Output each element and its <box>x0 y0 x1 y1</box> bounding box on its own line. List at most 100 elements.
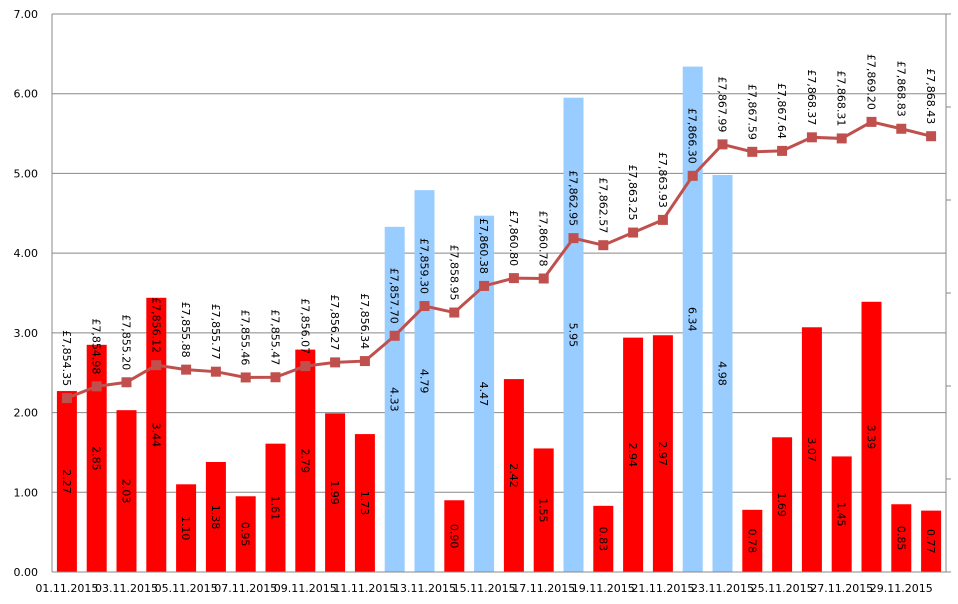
x-tick-label: 03.11.2015 <box>95 582 158 595</box>
line-marker <box>389 330 400 341</box>
line-marker <box>330 357 341 368</box>
line-label: £7,862.95 <box>567 170 580 226</box>
bar-label: 2.03 <box>120 479 133 504</box>
bar <box>354 434 375 572</box>
bar-label: 4.79 <box>418 369 431 394</box>
bar <box>86 344 107 572</box>
bar-label: 4.33 <box>388 387 401 412</box>
line-label: £7,854.98 <box>90 318 103 374</box>
bar-label: 0.83 <box>596 527 609 552</box>
line-label: £7,858.95 <box>447 245 460 301</box>
bar-label: 2.27 <box>60 469 73 494</box>
line-marker <box>449 307 460 318</box>
bar-label: 3.39 <box>865 425 878 450</box>
x-tick-label: 25.11.2015 <box>751 582 814 595</box>
y-tick-label: 5.00 <box>14 167 39 180</box>
x-tick-label: 09.11.2015 <box>274 582 337 595</box>
line-label: £7,856.12 <box>149 297 162 353</box>
line-label: £7,867.64 <box>775 83 788 139</box>
bar-label: 2.79 <box>298 449 311 474</box>
x-tick-label: 01.11.2015 <box>35 582 98 595</box>
x-tick-label: 17.11.2015 <box>512 582 575 595</box>
x-tick-label: 19.11.2015 <box>572 582 635 595</box>
bar-label: 2.85 <box>90 446 103 471</box>
x-tick-label: 23.11.2015 <box>691 582 754 595</box>
line-label: £7,857.70 <box>388 268 401 324</box>
bar-label: 6.34 <box>686 307 699 332</box>
bar <box>533 448 554 572</box>
bar-label: 2.97 <box>656 441 669 466</box>
line-marker <box>61 393 72 404</box>
line-marker <box>836 133 847 144</box>
bar <box>682 66 703 573</box>
bar <box>265 443 286 572</box>
bar <box>563 97 584 572</box>
bar-label: 0.77 <box>924 529 937 554</box>
line-label: £7,856.34 <box>358 293 371 349</box>
line-marker <box>210 366 221 377</box>
line-label: £7,868.43 <box>924 68 937 124</box>
line-label: £7,855.47 <box>269 309 282 365</box>
bar-label: 4.98 <box>716 361 729 386</box>
bar-label: 1.99 <box>328 480 341 505</box>
line-label: £7,860.80 <box>507 210 520 266</box>
y-tick-label: 0.00 <box>14 566 39 579</box>
line-label: £7,856.27 <box>328 294 341 350</box>
bar <box>474 215 495 573</box>
line-marker <box>270 372 281 383</box>
line-label: £7,868.31 <box>835 70 848 126</box>
line-marker <box>717 139 728 150</box>
bar <box>921 510 942 572</box>
line-label: £7,863.93 <box>656 152 669 208</box>
line-marker <box>806 132 817 143</box>
y-tick-label: 1.00 <box>14 486 39 499</box>
bar <box>235 496 256 572</box>
bar <box>205 461 226 572</box>
bar <box>623 337 644 572</box>
bar-label: 1.38 <box>209 505 222 530</box>
bar <box>503 379 524 572</box>
line-label: £7,855.88 <box>179 302 192 358</box>
y-tick-label: 6.00 <box>14 88 39 101</box>
bar-label: 4.47 <box>477 382 490 407</box>
y-tick-label: 7.00 <box>14 8 39 21</box>
line-marker <box>568 233 579 244</box>
x-tick-label: 27.11.2015 <box>810 582 873 595</box>
line-marker <box>181 364 192 375</box>
bar-label: 2.94 <box>626 443 639 468</box>
line-marker <box>359 356 370 367</box>
bar-label: 5.95 <box>567 323 580 348</box>
bar <box>414 190 435 572</box>
y-tick-label: 3.00 <box>14 327 39 340</box>
bar-label: 2.42 <box>507 463 520 488</box>
bar-label: 1.69 <box>775 492 788 517</box>
line-marker <box>91 381 102 392</box>
line-marker <box>419 301 430 312</box>
line-label: £7,869.20 <box>865 54 878 110</box>
bar <box>593 505 614 572</box>
bar <box>831 456 852 572</box>
line-label: £7,859.30 <box>418 238 431 294</box>
line-marker <box>479 280 490 291</box>
line-marker <box>538 273 549 284</box>
line-marker <box>896 123 907 134</box>
bar-label: 1.10 <box>179 516 192 541</box>
x-tick-label: 13.11.2015 <box>393 582 456 595</box>
line-marker <box>508 273 519 284</box>
x-tick-label: 15.11.2015 <box>453 582 516 595</box>
line-marker <box>777 145 788 156</box>
bar <box>116 410 137 572</box>
bar-label: 0.78 <box>745 529 758 554</box>
line-label: £7,862.57 <box>596 177 609 233</box>
line-label: £7,855.46 <box>239 309 252 365</box>
x-tick-label: 05.11.2015 <box>155 582 218 595</box>
line-label: £7,868.83 <box>894 61 907 117</box>
bar-label: 1.55 <box>537 498 550 523</box>
line-label: £7,856.07 <box>298 298 311 354</box>
x-tick-label: 21.11.2015 <box>631 582 694 595</box>
line-marker <box>151 360 162 371</box>
line-marker <box>926 131 937 142</box>
bar-label: 0.90 <box>447 524 460 549</box>
bar <box>772 437 793 572</box>
